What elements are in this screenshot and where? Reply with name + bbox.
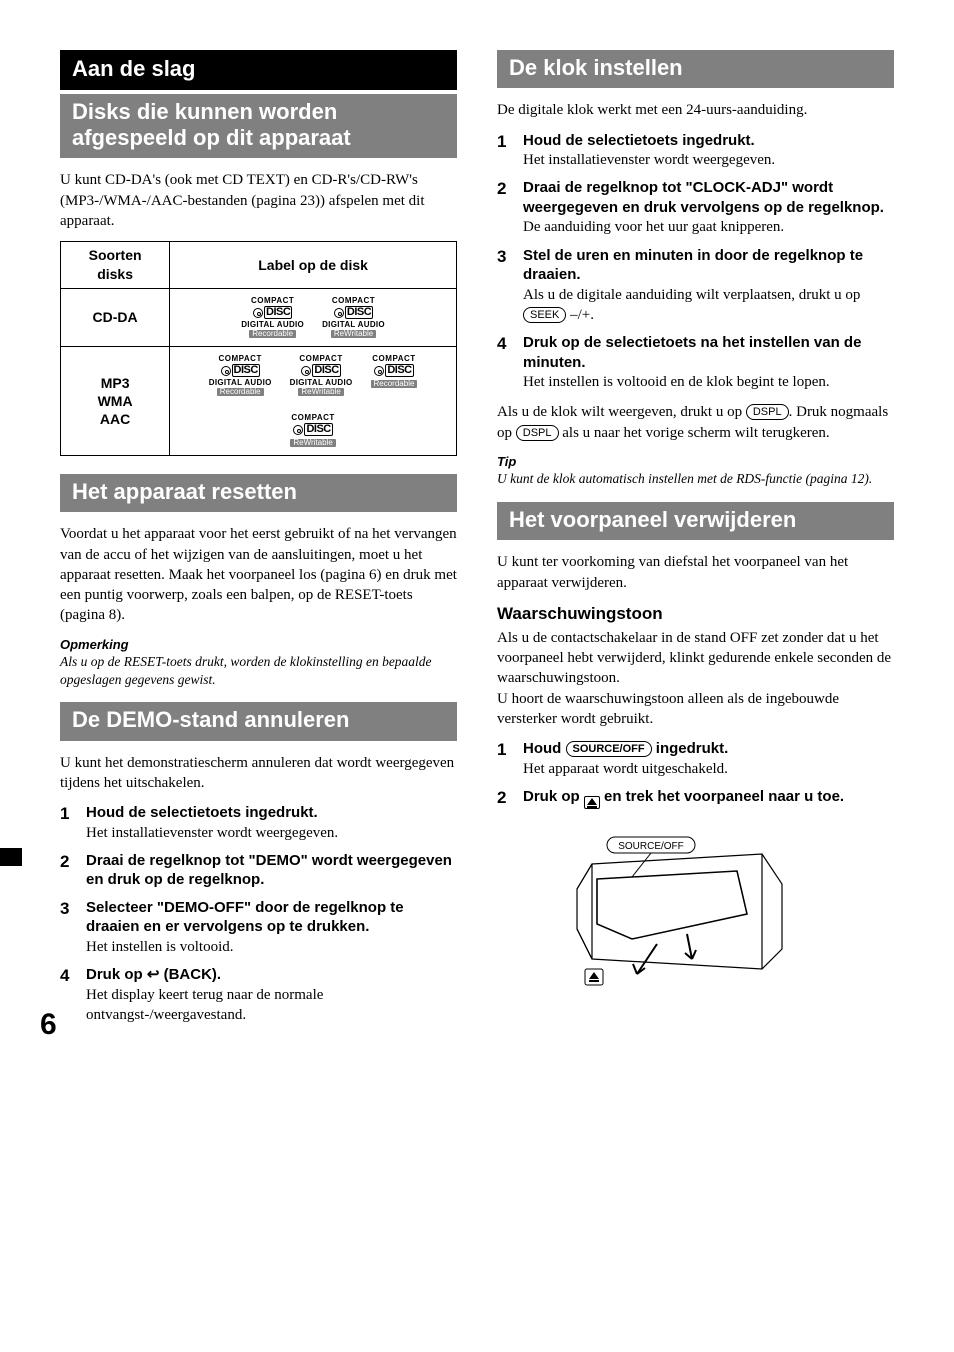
page-columns: Aan de slag Disks die kunnen worden afge… <box>60 50 894 1035</box>
table-header-disc-label: Label op de disk <box>170 242 457 289</box>
demo-steps: Houd de selectietoets ingedrukt. Het ins… <box>60 803 457 1025</box>
step-result: Het instellen is voltooid. <box>86 937 457 957</box>
list-item: Houd de selectietoets ingedrukt. Het ins… <box>497 131 894 171</box>
list-item: Draai de regelknop tot "CLOCK-ADJ" wordt… <box>497 178 894 237</box>
step-result: Het installatievenster wordt weergegeven… <box>523 150 894 170</box>
left-column: Aan de slag Disks die kunnen worden afge… <box>60 50 457 1035</box>
step-instruction: Druk op en trek het voorpaneel naar u to… <box>523 787 894 809</box>
heading-remove-front-panel: Het voorpaneel verwijderen <box>497 502 894 540</box>
tip-heading: Tip <box>497 453 894 471</box>
step-instruction: Stel de uren en minuten in door de regel… <box>523 246 894 285</box>
page-edge-tab <box>0 848 22 866</box>
list-item: Houd SOURCE/OFF ingedrukt. Het apparaat … <box>497 739 894 779</box>
note-heading: Opmerking <box>60 636 457 654</box>
list-item: Druk op de selectietoets na het instelle… <box>497 333 894 392</box>
note-text: Als u op de RESET-toets drukt, worden de… <box>60 653 457 688</box>
compact-disc-rewritable-plain-icon: COMPACT DISC ReWritable <box>290 414 335 447</box>
step-instruction: Druk op de selectietoets na het instelle… <box>523 333 894 372</box>
section-title-getting-started: Aan de slag <box>60 50 457 90</box>
page-number: 6 <box>40 1005 57 1046</box>
step-result: De aanduiding voor het uur gaat knippere… <box>523 217 894 237</box>
step-result: Het instellen is voltooid en de klok beg… <box>523 372 894 392</box>
step-result: Het apparaat wordt uitgeschakeld. <box>523 759 894 779</box>
cell-mp3-wma-aac: MP3 WMA AAC <box>61 347 170 456</box>
source-off-key-icon: SOURCE/OFF <box>566 741 652 757</box>
heading-cancel-demo: De DEMO-stand annuleren <box>60 702 457 740</box>
reset-text: Voordat u het apparaat voor het eerst ge… <box>60 524 457 625</box>
list-item: Selecteer "DEMO-OFF" door de regelknop t… <box>60 898 457 957</box>
step-instruction: Draai de regelknop tot "CLOCK-ADJ" wordt… <box>523 178 894 217</box>
step-instruction: Houd de selectietoets ingedrukt. <box>86 803 457 823</box>
list-item: Houd de selectietoets ingedrukt. Het ins… <box>60 803 457 843</box>
compact-disc-recordable-icon: COMPACT DISC DIGITAL AUDIO Recordable <box>241 297 304 338</box>
step-result: Het display keert terug naar de normale … <box>86 985 457 1026</box>
list-item: Stel de uren en minuten in door de regel… <box>497 246 894 326</box>
panel-intro: U kunt ter voorkoming van diefstal het v… <box>497 552 894 593</box>
demo-intro: U kunt het demonstratiescherm annuleren … <box>60 753 457 794</box>
panel-steps: Houd SOURCE/OFF ingedrukt. Het apparaat … <box>497 739 894 809</box>
compact-disc-rewritable-icon: COMPACT DISC DIGITAL AUDIO ReWritable <box>322 297 385 338</box>
step-instruction: Selecteer "DEMO-OFF" door de regelknop t… <box>86 898 457 937</box>
list-item: Druk op ↩ (BACK). Het display keert teru… <box>60 965 457 1025</box>
compact-disc-recordable-plain-icon: COMPACT DISC Recordable <box>371 355 418 396</box>
table-header-disc-types: Soorten disks <box>61 242 170 289</box>
intro-playable-discs: U kunt CD-DA's (ook met CD TEXT) en CD-R… <box>60 170 457 231</box>
step-instruction: Draai de regelknop tot "DEMO" wordt weer… <box>86 851 457 890</box>
compact-disc-recordable-icon: COMPACT DISC DIGITAL AUDIO Recordable <box>209 355 272 396</box>
step-result: Als u de digitale aanduiding wilt verpla… <box>523 285 894 326</box>
clock-intro: De digitale klok werkt met een 24-uurs-a… <box>497 100 894 120</box>
disk-table: Soorten disks Label op de disk CD-DA COM… <box>60 241 457 456</box>
seek-key-icon: SEEK <box>523 307 566 323</box>
diagram-source-off-label: SOURCE/OFF <box>618 841 684 852</box>
step-instruction: Houd de selectietoets ingedrukt. <box>523 131 894 151</box>
back-arrow-icon: ↩ <box>147 965 160 985</box>
cell-mp3-logos: COMPACT DISC DIGITAL AUDIO Recordable CO… <box>170 347 457 456</box>
cell-cdda-logos: COMPACT DISC DIGITAL AUDIO Recordable CO… <box>170 289 457 347</box>
caution-tone-heading: Waarschuwingstoon <box>497 603 894 626</box>
clock-display-note: Als u de klok wilt weergeven, drukt u op… <box>497 402 894 443</box>
front-panel-removal-diagram: SOURCE/OFF <box>537 829 797 999</box>
cell-cdda: CD-DA <box>61 289 170 347</box>
release-button-icon <box>584 796 600 809</box>
right-column: De klok instellen De digitale klok werkt… <box>497 50 894 1035</box>
list-item: Draai de regelknop tot "DEMO" wordt weer… <box>60 851 457 890</box>
tip-text: U kunt de klok automatisch instellen met… <box>497 470 894 488</box>
heading-set-clock: De klok instellen <box>497 50 894 88</box>
heading-reset-unit: Het apparaat resetten <box>60 474 457 512</box>
step-result: Het installatievenster wordt weergegeven… <box>86 823 457 843</box>
step-instruction: Houd SOURCE/OFF ingedrukt. <box>523 739 894 759</box>
table-row: Soorten disks Label op de disk <box>61 242 457 289</box>
list-item: Druk op en trek het voorpaneel naar u to… <box>497 787 894 809</box>
dspl-key-icon: DSPL <box>516 425 559 441</box>
compact-disc-rewritable-icon: COMPACT DISC DIGITAL AUDIO ReWritable <box>290 355 353 396</box>
table-row: MP3 WMA AAC COMPACT DISC DIGITAL AUDIO R… <box>61 347 457 456</box>
caution-tone-text: Als u de contactschakelaar in de stand O… <box>497 628 894 729</box>
step-instruction: Druk op ↩ (BACK). <box>86 965 457 985</box>
clock-steps: Houd de selectietoets ingedrukt. Het ins… <box>497 131 894 393</box>
dspl-key-icon: DSPL <box>746 404 789 420</box>
table-row: CD-DA COMPACT DISC DIGITAL AUDIO Recorda… <box>61 289 457 347</box>
heading-playable-discs: Disks die kunnen worden afgespeeld op di… <box>60 94 457 159</box>
